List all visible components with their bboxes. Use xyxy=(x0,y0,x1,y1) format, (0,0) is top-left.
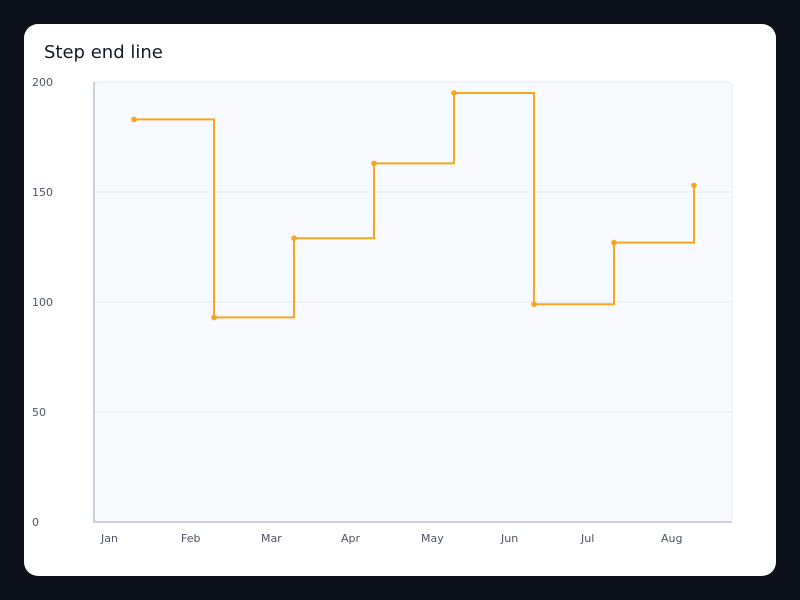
x-tick-label: Aug xyxy=(661,532,682,545)
series-line xyxy=(134,92,695,319)
y-tick-labels: 0 50 100 150 200 xyxy=(32,76,53,529)
x-tick-label: Jul xyxy=(580,532,594,545)
x-tick-label: Apr xyxy=(341,532,361,545)
data-point xyxy=(291,235,297,241)
x-tick-label: Jun xyxy=(500,532,518,545)
data-point xyxy=(611,239,617,246)
data-point xyxy=(691,182,697,189)
data-point xyxy=(211,314,217,321)
data-point xyxy=(371,160,377,167)
chart-title: Step end line xyxy=(44,42,163,63)
x-tick-label: Jan xyxy=(100,532,118,545)
data-point xyxy=(131,116,137,123)
y-tick-label: 0 xyxy=(32,516,39,529)
x-tick-labels: Jan Feb Mar Apr May Jun Jul Aug xyxy=(100,532,682,545)
y-tick-label: 100 xyxy=(32,296,53,309)
grid-lines xyxy=(94,191,732,413)
y-tick-label: 50 xyxy=(32,406,46,419)
data-point xyxy=(451,90,457,96)
x-tick-label: May xyxy=(421,532,444,545)
data-point xyxy=(531,301,537,308)
y-tick-label: 150 xyxy=(32,186,53,199)
y-tick-label: 200 xyxy=(32,76,53,89)
x-tick-label: Mar xyxy=(261,532,282,545)
x-tick-label: Feb xyxy=(181,532,200,545)
axes xyxy=(93,82,732,523)
data-points xyxy=(131,90,697,321)
